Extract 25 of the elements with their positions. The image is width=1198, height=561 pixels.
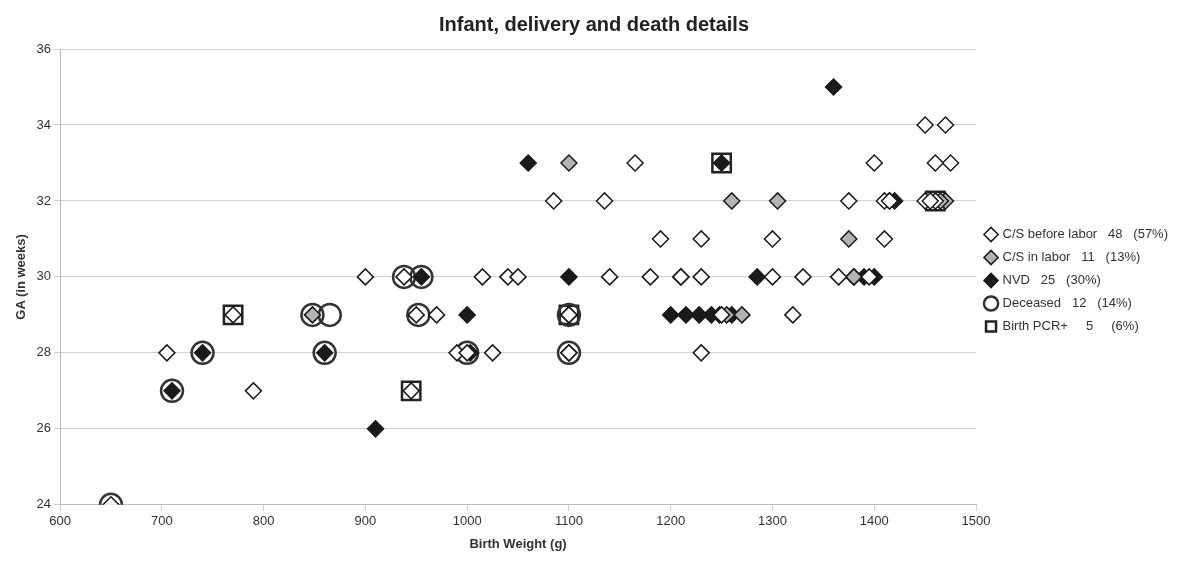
legend-label: Birth PCR+ 5 (6%)	[1002, 318, 1139, 334]
y-tick-label: 32	[36, 192, 52, 208]
legend-label: C/S in labor 11 (13%)	[1002, 249, 1141, 265]
legend-label: C/S before labor 48 (57%)	[1002, 226, 1169, 242]
legend-label: Deceased 12 (14%)	[1002, 295, 1132, 311]
y-tick-label: 36	[36, 40, 52, 56]
x-tick-label: 1200	[656, 513, 686, 529]
y-axis-title: GA (in weeks)	[13, 234, 29, 320]
y-tick-label: 26	[36, 420, 52, 436]
x-axis-title: Birth Weight (g)	[469, 535, 567, 551]
x-tick-label: 1000	[452, 513, 482, 529]
x-tick-label: 1500	[961, 513, 991, 529]
y-tick-label: 24	[36, 496, 52, 512]
y-tick-label: 28	[36, 344, 52, 360]
x-tick-label: 700	[150, 513, 173, 529]
x-tick-label: 1300	[758, 513, 787, 529]
x-tick-label: 600	[49, 513, 71, 529]
x-tick-label: 900	[354, 513, 377, 529]
x-tick-label: 1400	[859, 513, 889, 529]
x-tick-label: 800	[252, 513, 275, 529]
x-tick-label: 1100	[554, 513, 583, 529]
legend-label: NVD 25 (30%)	[1002, 272, 1101, 288]
y-tick-label: 30	[36, 268, 52, 284]
chart-title: Infant, delivery and death details	[438, 12, 750, 35]
y-tick-label: 34	[36, 116, 52, 132]
